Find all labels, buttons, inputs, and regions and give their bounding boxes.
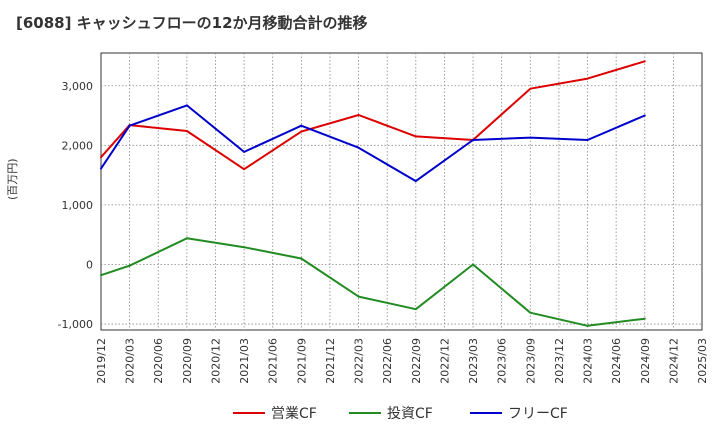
- x-tick-label: 2020/06: [152, 338, 165, 384]
- data-point: [529, 136, 532, 139]
- plot-area: [100, 52, 703, 331]
- x-tick-label: 2022/12: [438, 338, 451, 384]
- data-point: [300, 124, 303, 127]
- x-tick-label: 2022/09: [410, 338, 423, 384]
- x-tick-label: 2021/09: [295, 338, 308, 384]
- y-tick-label: 1,000: [62, 199, 94, 212]
- data-point: [414, 308, 417, 311]
- x-tick-label: 2023/09: [524, 338, 537, 384]
- x-tick-label: 2024/09: [639, 338, 652, 384]
- legend-label: フリーCF: [508, 406, 568, 422]
- x-tick-label: 2019/12: [95, 338, 108, 384]
- data-point: [243, 168, 246, 171]
- x-tick-label: 2025/03: [696, 338, 709, 384]
- chart-title: [6088] キャッシュフローの12か月移動合計の推移: [16, 14, 368, 32]
- data-point: [100, 274, 102, 277]
- data-point: [185, 237, 188, 240]
- data-point: [586, 77, 589, 80]
- data-point: [185, 130, 188, 133]
- data-point: [586, 138, 589, 141]
- data-point: [357, 113, 360, 116]
- data-point: [243, 246, 246, 249]
- data-point: [300, 130, 303, 133]
- data-point: [529, 311, 532, 314]
- x-tick-label: 2021/12: [324, 338, 337, 384]
- x-tick-label: 2023/03: [467, 338, 480, 384]
- y-tick-label: 0: [86, 258, 93, 271]
- data-point: [529, 87, 532, 90]
- data-point: [414, 180, 417, 183]
- x-tick-label: 2020/12: [209, 338, 222, 384]
- data-point: [414, 135, 417, 138]
- x-tick-label: 2022/03: [353, 338, 366, 384]
- x-tick-label: 2024/12: [667, 338, 680, 384]
- x-tick-label: 2020/09: [181, 338, 194, 384]
- data-point: [128, 264, 131, 267]
- data-point: [472, 263, 475, 266]
- legend-label: 営業CF: [271, 406, 317, 422]
- data-point: [643, 114, 646, 117]
- data-point: [128, 124, 131, 127]
- data-point: [357, 295, 360, 298]
- data-point: [100, 156, 102, 159]
- data-point: [357, 146, 360, 149]
- data-point: [643, 60, 646, 63]
- y-tick-label: 3,000: [62, 80, 94, 93]
- legend-label: 投資CF: [387, 406, 433, 422]
- data-point: [472, 138, 475, 141]
- x-tick-label: 2022/06: [381, 338, 394, 384]
- y-tick-label: 2,000: [62, 139, 94, 152]
- x-tick-label: 2020/03: [124, 338, 137, 384]
- data-point: [243, 150, 246, 153]
- x-tick-label: 2023/12: [553, 338, 566, 384]
- data-point: [185, 104, 188, 107]
- x-tick-label: 2021/06: [267, 338, 280, 384]
- x-tick-label: 2023/06: [496, 338, 509, 384]
- data-point: [100, 167, 102, 170]
- x-tick-label: 2024/06: [610, 338, 623, 384]
- x-tick-label: 2021/03: [238, 338, 251, 384]
- data-point: [586, 324, 589, 327]
- y-tick-label: -1,000: [58, 318, 93, 331]
- data-point: [643, 317, 646, 320]
- data-point: [300, 257, 303, 260]
- x-tick-label: 2024/03: [582, 338, 595, 384]
